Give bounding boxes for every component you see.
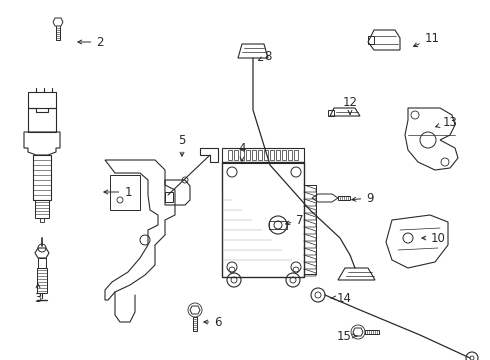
Bar <box>294 150 298 160</box>
Bar <box>264 150 268 160</box>
Bar <box>365 330 379 334</box>
Bar <box>270 150 274 160</box>
Bar <box>258 150 262 160</box>
Bar <box>240 150 244 160</box>
Text: 10: 10 <box>422 231 445 244</box>
Bar <box>222 162 304 277</box>
Bar <box>328 110 334 116</box>
Text: 13: 13 <box>436 116 458 129</box>
Bar <box>252 150 256 160</box>
Bar <box>33 155 51 200</box>
Bar <box>193 317 197 331</box>
Text: 15: 15 <box>337 329 357 342</box>
Bar <box>368 36 374 44</box>
Bar <box>338 196 350 200</box>
Text: 11: 11 <box>414 31 440 46</box>
Bar <box>228 150 232 160</box>
Text: 14: 14 <box>331 292 351 305</box>
Bar <box>28 108 56 132</box>
Text: 12: 12 <box>343 95 358 114</box>
Bar <box>37 268 47 293</box>
Text: 9: 9 <box>352 192 374 204</box>
Text: 8: 8 <box>258 49 271 63</box>
Bar <box>222 148 304 163</box>
Text: 5: 5 <box>178 134 186 156</box>
Text: 7: 7 <box>286 213 304 226</box>
Text: 6: 6 <box>204 315 222 328</box>
Bar <box>276 150 280 160</box>
Text: 4: 4 <box>238 141 246 161</box>
Bar <box>234 150 238 160</box>
Bar <box>246 150 250 160</box>
Bar <box>110 175 140 210</box>
Bar <box>288 150 292 160</box>
Text: 1: 1 <box>104 185 132 198</box>
Bar <box>282 150 286 160</box>
Bar <box>165 192 173 202</box>
Bar <box>35 200 49 218</box>
Bar <box>38 258 46 268</box>
Text: 2: 2 <box>78 36 104 49</box>
Text: 3: 3 <box>34 284 42 305</box>
